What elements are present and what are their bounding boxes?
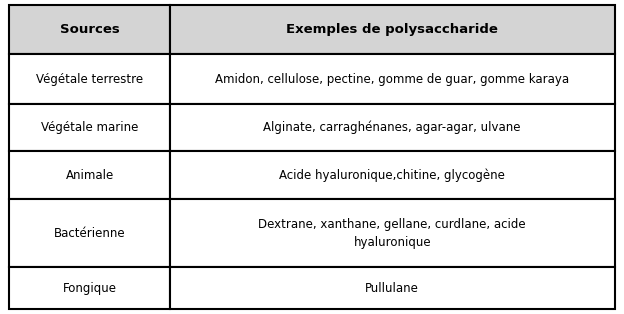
Bar [9, 267, 170, 309]
Bar [9, 151, 170, 199]
Bar [170, 151, 615, 199]
Text: Alginate, carraghénanes, agar-agar, ulvane: Alginate, carraghénanes, agar-agar, ulv… [263, 121, 521, 134]
Bar [170, 267, 615, 309]
Text: Dextrane, xanthane, gellane, curdlane, acide
hyaluronique: Dextrane, xanthane, gellane, curdlane, a… [258, 218, 526, 249]
Text: Fongique: Fongique [62, 282, 117, 295]
Bar [170, 54, 615, 104]
Bar [9, 199, 170, 267]
Bar [9, 54, 170, 104]
Text: Végétale marine: Végétale marine [41, 121, 139, 134]
Text: Pullulane: Pullulane [365, 282, 419, 295]
Text: Exemples de polysaccharide: Exemples de polysaccharide [286, 23, 498, 36]
Bar [170, 104, 615, 151]
Text: Végétale terrestre: Végétale terrestre [36, 73, 143, 85]
Bar [170, 199, 615, 267]
Bar [9, 104, 170, 151]
Bar [9, 5, 170, 54]
Text: Sources: Sources [60, 23, 119, 36]
Text: Animale: Animale [66, 169, 114, 182]
Text: Bactérienne: Bactérienne [54, 227, 125, 240]
Text: Acide hyaluronique,chitine, glycogène: Acide hyaluronique,chitine, glycogène [280, 169, 505, 182]
Text: Amidon, cellulose, pectine, gomme de guar, gomme karaya: Amidon, cellulose, pectine, gomme de gua… [215, 73, 569, 85]
Bar [170, 5, 615, 54]
